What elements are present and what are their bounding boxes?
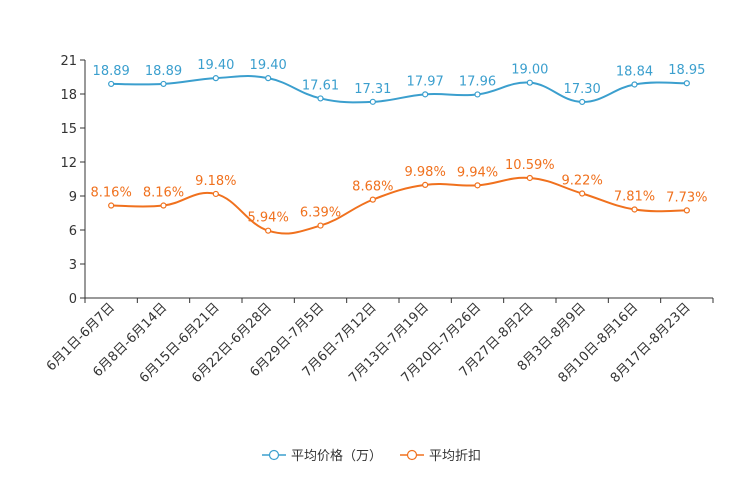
data-label: 8.68% [352, 180, 393, 195]
data-label: 17.97 [407, 74, 444, 89]
data-point [526, 174, 533, 182]
data-point [631, 81, 638, 88]
data-label: 18.89 [93, 64, 130, 79]
series-group [108, 75, 690, 235]
legend[interactable]: 平均价格（万） 平均折扣 [262, 448, 481, 464]
data-label: 17.96 [459, 74, 496, 89]
data-label: 9.98% [405, 165, 446, 180]
data-label: 18.95 [668, 63, 705, 78]
data-label: 9.18% [195, 174, 236, 189]
data-point [108, 202, 115, 209]
y-tick-label: 18 [60, 88, 77, 103]
data-point [631, 206, 638, 213]
data-point [579, 98, 586, 106]
legend-item-1[interactable]: 平均价格（万） [262, 448, 382, 464]
axes: 0369121518216月1日-6月7日6月8日-6月14日6月15日-6月2… [44, 54, 714, 386]
data-label: 7.81% [614, 189, 655, 204]
data-point [422, 181, 429, 188]
y-tick-label: 3 [69, 258, 77, 273]
data-point [160, 80, 167, 88]
data-point [526, 79, 533, 86]
legend-marker-icon [406, 449, 418, 461]
y-tick-label: 12 [60, 156, 77, 171]
data-labels: 18.89 18.89 19.40 19.40 17.61 17.31 17.97 17.96… [91, 58, 708, 226]
data-label: 18.89 [145, 64, 182, 79]
data-point [683, 80, 690, 87]
data-label: 7.73% [666, 190, 707, 205]
data-label: 19.00 [511, 63, 548, 78]
data-point [212, 75, 219, 82]
legend-label: 平均折扣 [429, 449, 481, 464]
data-label: 6.39% [300, 206, 341, 221]
data-label: 17.61 [302, 78, 339, 93]
y-tick-label: 9 [69, 190, 77, 205]
y-tick-label: 15 [60, 122, 77, 137]
data-point [265, 75, 272, 82]
series-line-1 [111, 75, 687, 104]
data-label: 17.30 [564, 82, 601, 97]
data-point [265, 227, 272, 234]
data-point [369, 98, 376, 105]
data-point [317, 222, 324, 229]
legend-label: 平均价格（万） [291, 448, 382, 464]
data-label: 5.94% [248, 211, 289, 226]
data-point [369, 196, 376, 203]
data-point [474, 91, 481, 98]
y-tick-label: 6 [69, 224, 77, 239]
data-point [579, 190, 586, 197]
data-label: 8.16% [91, 186, 132, 201]
data-point [160, 202, 167, 209]
data-label: 18.84 [616, 64, 653, 79]
data-label: 9.22% [562, 174, 603, 189]
y-tick-label: 21 [60, 54, 77, 69]
data-point [683, 207, 690, 214]
data-point [422, 91, 429, 98]
data-point [212, 190, 219, 198]
series-line-2 [111, 176, 687, 235]
data-label: 9.94% [457, 165, 498, 180]
legend-item-2[interactable]: 平均折扣 [400, 449, 481, 464]
data-point [108, 80, 115, 88]
data-point [317, 95, 324, 102]
data-point [474, 182, 481, 189]
data-label: 10.59% [505, 158, 555, 173]
data-label: 8.16% [143, 186, 184, 201]
data-label: 19.40 [197, 58, 234, 73]
data-label: 17.31 [354, 82, 391, 97]
legend-marker-icon [268, 449, 280, 461]
data-label: 19.40 [250, 58, 287, 73]
y-tick-label: 0 [69, 292, 77, 307]
